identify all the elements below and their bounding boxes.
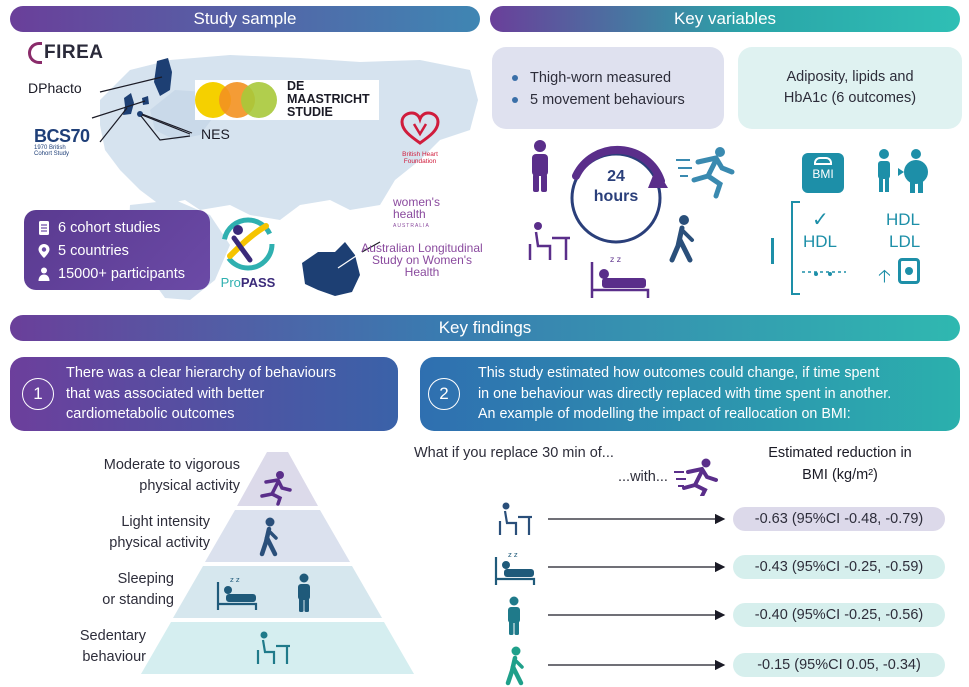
svg-text:z z: z z: [610, 255, 621, 264]
svg-text:z z: z z: [230, 576, 240, 584]
pyramid-level-mvpa: Moderate to vigorous physical activity: [103, 457, 240, 494]
propass-figure-icon: [221, 217, 275, 271]
row-sleeping-icon: z z: [494, 551, 536, 585]
nes-label: NES: [201, 126, 230, 142]
walking-person-icon: [669, 215, 694, 263]
standing-person-icon: [532, 140, 548, 192]
maastricht-line-2: MAASTRICHT: [287, 92, 370, 106]
banner-key-findings: Key findings: [10, 315, 960, 341]
clock-label-hours: hours: [593, 188, 639, 205]
banner-key-variables: Key variables: [490, 6, 960, 32]
reallocation-rows: z z: [494, 502, 726, 686]
pyramid-standing-icon: [298, 573, 310, 612]
bmi-scale-icon: BMI: [802, 153, 844, 193]
maastricht-circle-green: [241, 82, 277, 118]
finding-1-number: 1: [22, 378, 54, 410]
checkmark-icon: ✓: [812, 209, 829, 231]
heart-icon: [400, 111, 440, 145]
propass-pro: Pro: [220, 275, 241, 290]
clock-label-24: 24: [607, 168, 625, 185]
maastricht-line-3: STUDIE: [287, 105, 333, 119]
document-icon: [39, 220, 49, 235]
alswh-label: Australian Longitudinal Study on Women's…: [361, 241, 483, 279]
glucose-meter-icon: [898, 258, 920, 284]
result-pill-standing: -0.40 (95%CI -0.25, -0.56): [733, 603, 945, 627]
clock-icon: [570, 152, 662, 244]
propass-pass: PASS: [240, 275, 276, 290]
bhf-line-2: Foundation: [403, 158, 437, 165]
estimate-header: Estimated reduction in BMI (kg/m²): [768, 445, 912, 483]
reallocation-question: What if you replace 30 min of...: [414, 445, 614, 461]
outcomes-box: Adiposity, lipids and HbA1c (6 outcomes): [738, 47, 962, 129]
firea-label: FIREA: [44, 42, 104, 63]
pyramid-sitting-icon: [256, 631, 290, 664]
outcome-bar-icon: [771, 238, 774, 264]
bmi-label: BMI: [812, 167, 834, 181]
banner-study-sample: Study sample: [10, 6, 480, 32]
row-standing-icon: [508, 596, 520, 635]
behaviours-clock-graphic: z z: [528, 140, 735, 298]
hdl-label-2: HDL: [886, 210, 921, 229]
running-person-icon: [676, 147, 735, 199]
dphacto-label: DPhacto: [28, 80, 82, 96]
pyramid-running-icon: [260, 471, 292, 506]
hdl-label-1: HDL: [803, 232, 838, 251]
location-pin-icon: [38, 243, 50, 258]
bhf-line-1: British Heart: [402, 151, 438, 158]
womens-health-line-1: women's: [393, 195, 440, 209]
pyramid-walking-icon: [259, 517, 278, 557]
pyramid-level-light: Light intensity physical activity: [109, 514, 210, 551]
person-icon: [38, 267, 50, 281]
bcs70-sub-2: Cohort Study: [34, 151, 70, 157]
row-walking-icon: [505, 646, 524, 686]
pyramid-level-sedentary: Sedentary behaviour: [79, 628, 146, 665]
bcs70-sub-1: 1970 British: [34, 145, 66, 151]
maastricht-line-1: DE: [287, 79, 305, 93]
womens-health-line-3: AUSTRALIA: [393, 223, 430, 229]
finding-2-number: 2: [428, 378, 460, 410]
maastricht-logo: DE MAASTRICHT STUDIE: [195, 80, 379, 120]
finland-highlight: [154, 58, 172, 96]
stat-participants: 15000+ participants: [36, 262, 198, 285]
sample-stats-box: 6 cohort studies 5 countries 15000+ part…: [24, 210, 210, 290]
row-sitting-icon: [498, 502, 532, 535]
bullet-thigh-worn: Thigh-worn measured: [512, 67, 724, 89]
bhf-logo: British Heart Foundation: [390, 110, 450, 165]
bullet-movement-behaviours: 5 movement behaviours: [512, 89, 724, 111]
bcs70-label: BCS70: [34, 126, 90, 146]
reallocation-with: ...with...: [618, 469, 668, 485]
propass-logo: ProPASS: [216, 216, 280, 290]
result-pill-sleeping: -0.43 (95%CI -0.25, -0.59): [733, 555, 945, 579]
svg-text:z z: z z: [508, 551, 518, 559]
womens-health-logo: women's health AUSTRALIA: [393, 196, 440, 232]
firea-logo: FIREA: [28, 42, 104, 64]
sleeping-person-icon: z z: [590, 255, 650, 298]
finding-1-box: 1 There was a clear hierarchy of behavio…: [10, 357, 398, 431]
sitting-person-icon: [528, 222, 570, 260]
ldl-label: LDL: [889, 232, 921, 251]
body-weight-icon: [878, 149, 928, 193]
measurement-box: Thigh-worn measured 5 movement behaviour…: [492, 47, 724, 129]
womens-health-line-2: health: [393, 207, 426, 221]
finding-2-box: 2 This study estimated how outcomes coul…: [420, 357, 960, 431]
denmark-highlight: [142, 96, 149, 105]
result-pill-sitting: -0.63 (95%CI -0.48, -0.79): [733, 507, 945, 531]
australia-map: [302, 242, 360, 296]
pyramid-level-sleep-stand: Sleeping or standing: [102, 571, 174, 608]
stat-countries: 5 countries: [36, 239, 198, 262]
behaviour-pyramid: z z: [141, 452, 414, 674]
bcs70-logo: BCS70 1970 British Cohort Study: [34, 126, 90, 157]
firea-swirl-icon: [28, 42, 42, 64]
pyramid-sleeping-icon: z z: [216, 576, 258, 610]
result-pill-walking: -0.15 (95%CI 0.05, -0.34): [733, 653, 945, 677]
stat-cohorts: 6 cohort studies: [36, 216, 198, 239]
blood-cells-icon: [802, 271, 846, 276]
with-running-icon: [674, 458, 718, 496]
arrow-up-icon: 🡡: [878, 266, 891, 286]
outcome-bracket: [791, 201, 800, 295]
